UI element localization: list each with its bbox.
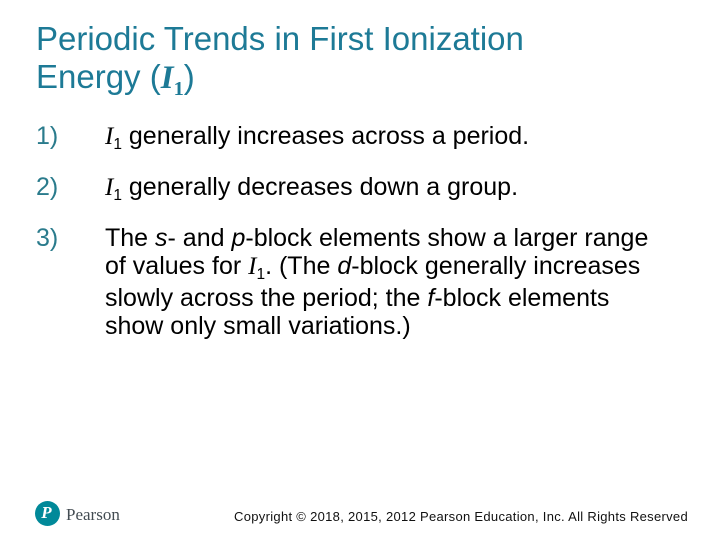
text-segment: 1: [113, 186, 122, 204]
text-segment: Energy (: [36, 58, 161, 95]
text-segment: 1: [256, 265, 266, 283]
text-segment: p: [231, 224, 246, 252]
list-item-text: I1 generally increases across a period.: [105, 122, 661, 154]
text-segment: Periodic Trends in First Ionization: [36, 20, 524, 57]
list-item: 1) I1 generally increases across a period…: [36, 122, 684, 154]
text-segment: - and: [167, 224, 232, 252]
pearson-logo: P: [35, 501, 60, 526]
list-item-number: 3): [36, 224, 59, 252]
text-segment: s: [155, 224, 168, 252]
copyright-text: Copyright © 2018, 2015, 2012 Pearson Edu…: [234, 509, 688, 524]
text-segment: I: [105, 174, 114, 201]
text-segment: ): [183, 58, 195, 95]
text-segment: 1: [113, 135, 122, 153]
text-segment: I: [105, 123, 114, 150]
list-item: 2) I1 generally decreases down a group.: [36, 173, 684, 205]
bullet-list: 1) I1 generally increases across a period…: [36, 122, 684, 359]
text-segment: generally decreases down a group.: [121, 173, 519, 201]
text-segment: I: [248, 253, 257, 280]
text-segment: generally increases across a period.: [121, 122, 530, 150]
text-segment: . (The: [265, 252, 338, 280]
text-segment: I: [160, 60, 174, 96]
list-item-text: I1 generally decreases down a group.: [105, 173, 661, 205]
text-segment: -block elements show a larger range of v…: [105, 224, 649, 280]
text-segment: -block generally increases slowly across…: [105, 252, 641, 312]
text-segment: 1: [173, 77, 184, 100]
pearson-p-icon: P: [41, 503, 52, 522]
text-segment: -block elements show only small variatio…: [105, 284, 610, 340]
list-item-number: 2): [36, 173, 59, 201]
text-segment: The: [105, 224, 156, 252]
page-title: Periodic Trends in First Ionization Energ…: [36, 20, 676, 101]
list-item: 3) The s- and p-block elements show a lar…: [36, 224, 684, 340]
pearson-wordmark: Pearson: [66, 505, 120, 524]
text-segment: d: [337, 252, 352, 280]
list-item-number: 1): [36, 122, 59, 150]
text-segment: f: [427, 284, 435, 312]
list-item-text: The s- and p-block elements show a large…: [105, 224, 661, 340]
